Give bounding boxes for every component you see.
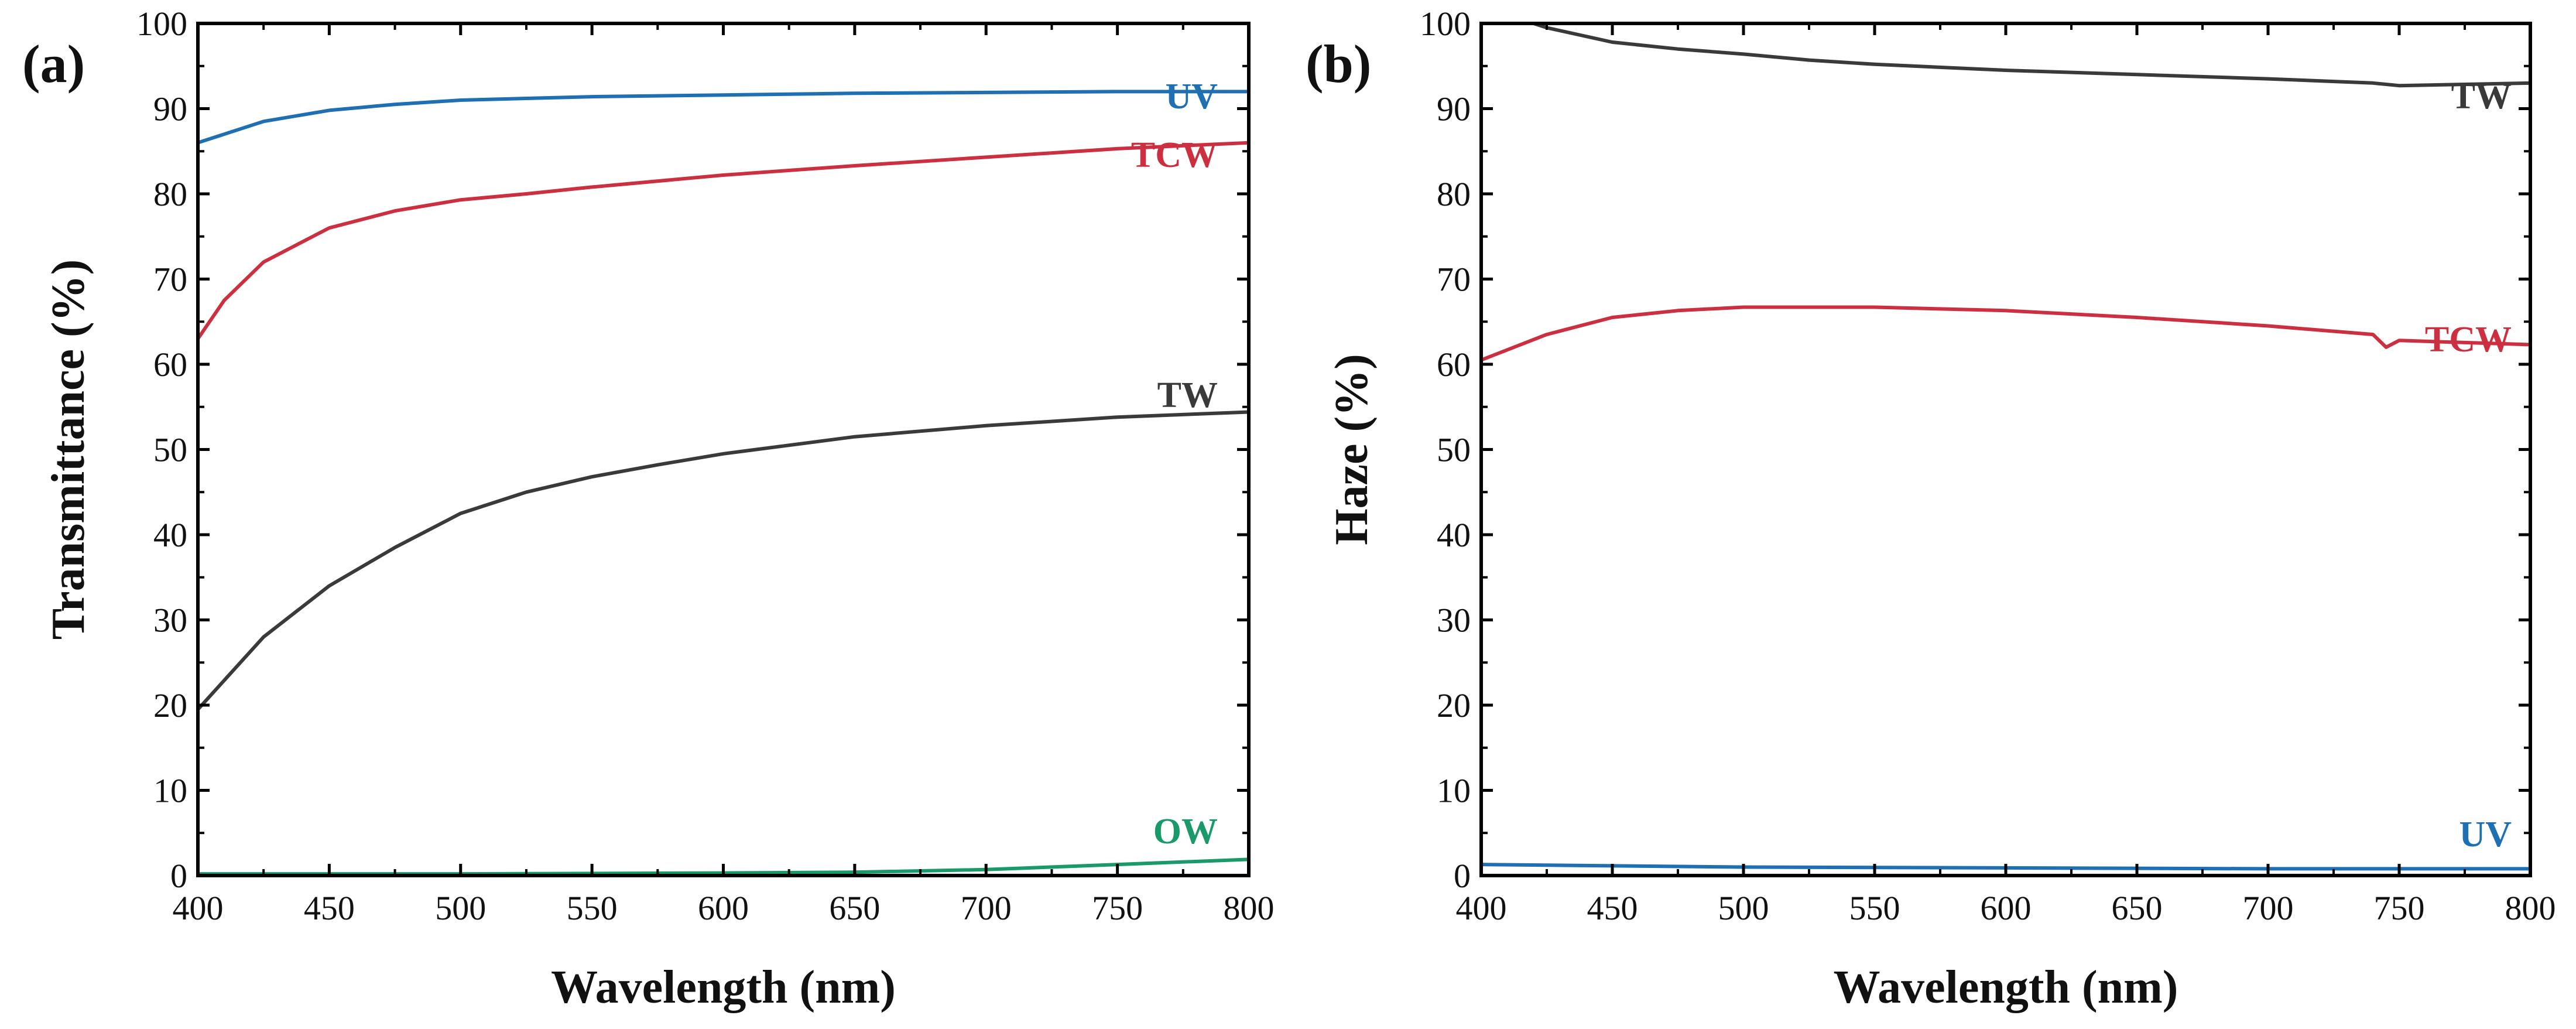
series-label-uv: UV (2459, 815, 2512, 854)
x-tick-label: 400 (173, 889, 224, 927)
series-line-uv (198, 90, 1249, 145)
y-tick-label: 40 (1437, 516, 1471, 554)
y-tick-label: 20 (153, 686, 187, 724)
y-tick-label: 30 (1437, 601, 1471, 640)
y-tick-label: 100 (136, 5, 187, 43)
x-axis-label: Wavelength (nm) (551, 962, 896, 1013)
y-tick-label: 20 (1437, 686, 1471, 724)
x-tick-label: 500 (1718, 889, 1769, 927)
y-tick-label: 60 (1437, 346, 1471, 384)
y-tick-label: 0 (1454, 857, 1471, 895)
panel-b-haze-chart: TW TCW UV 400 450 500 550 600 650 700 750 800 0 10 20 3… (1306, 5, 2556, 1013)
panel-a-transmittance-chart: UV TCW TW OW 400 450 500 550 600 650 700 750 800 0 10 2… (22, 5, 1275, 1013)
x-tick-label: 750 (2374, 889, 2425, 927)
y-tick-label: 100 (1420, 5, 1471, 43)
x-tick-label: 700 (2243, 889, 2294, 927)
series-line-tw (198, 410, 1249, 711)
series-label-tcw: TCW (2425, 320, 2512, 360)
y-tick-label: 80 (153, 175, 187, 213)
series-label-tw: TW (1157, 375, 1218, 415)
y-tick-label: 80 (1437, 175, 1471, 213)
series-line-tw (1527, 23, 2530, 88)
panel-label: (b) (1306, 34, 1371, 94)
series-label-tw: TW (2451, 77, 2512, 117)
x-tick-label: 700 (961, 889, 1012, 927)
plot-frame (1479, 22, 2532, 877)
y-tick-label: 10 (1437, 772, 1471, 810)
y-tick-label: 40 (153, 516, 187, 554)
y-tick-label: 90 (153, 90, 187, 128)
x-tick-label: 550 (567, 889, 618, 927)
y-tick-label: 50 (1437, 431, 1471, 469)
x-tick-label: 750 (1092, 889, 1143, 927)
x-tick-label: 400 (1456, 889, 1507, 927)
x-tick-label: 450 (1587, 889, 1638, 927)
x-tick-label: 500 (435, 889, 486, 927)
y-tick-label: 70 (1437, 261, 1471, 299)
x-tick-label: 600 (698, 889, 749, 927)
y-tick-label: 90 (1437, 90, 1471, 128)
x-axis-label: Wavelength (nm) (1834, 962, 2178, 1013)
series-line-tcw (1481, 305, 2530, 362)
y-tick-label: 10 (153, 772, 187, 810)
x-tick-label: 450 (304, 889, 355, 927)
x-tick-label: 800 (2505, 889, 2556, 927)
y-tick-label: 60 (153, 346, 187, 384)
x-tick-label: 600 (1981, 889, 2032, 927)
x-tick-label: 550 (1849, 889, 1900, 927)
x-tick-label: 800 (1224, 889, 1275, 927)
x-tick-label: 650 (829, 889, 880, 927)
series-label-tcw: TCW (1131, 135, 1218, 175)
y-tick-label: 30 (153, 601, 187, 640)
y-tick-label: 0 (170, 857, 187, 895)
series-line-tcw (198, 141, 1249, 340)
series-label-ow: OW (1153, 812, 1218, 852)
x-tick-label: 650 (2112, 889, 2163, 927)
panel-label: (a) (22, 34, 85, 94)
y-tick-label: 70 (153, 261, 187, 299)
y-axis-label: Haze (%) (1326, 354, 1378, 545)
y-axis-label: Transmittance (%) (43, 259, 94, 640)
series-label-uv: UV (1165, 77, 1218, 117)
y-tick-label: 50 (153, 431, 187, 469)
